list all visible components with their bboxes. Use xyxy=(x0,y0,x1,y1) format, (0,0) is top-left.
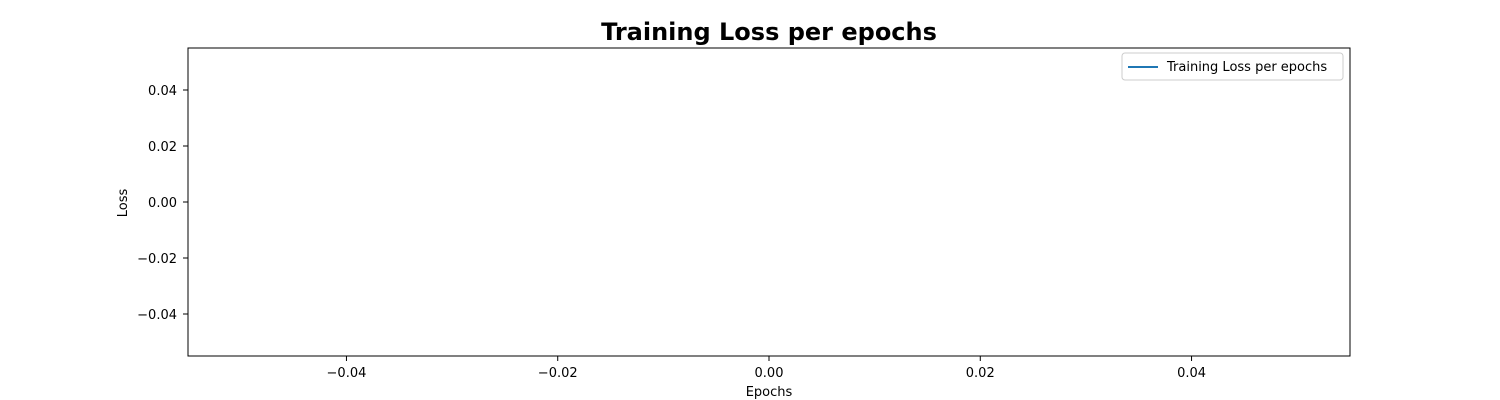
legend: Training Loss per epochs xyxy=(1121,52,1344,81)
y-tick-label: 0.04 xyxy=(148,84,177,99)
x-tick-label: −0.04 xyxy=(327,366,367,381)
y-tick-label: 0.00 xyxy=(148,196,177,211)
legend-box xyxy=(1121,52,1344,81)
legend-entry-label: Training Loss per epochs xyxy=(1166,60,1327,75)
chart-title: Training Loss per epochs xyxy=(601,18,937,46)
x-axis-label: Epochs xyxy=(746,385,793,400)
x-tick-label: 0.00 xyxy=(755,366,784,381)
x-tick-label: 0.02 xyxy=(966,366,995,381)
y-tick-label: −0.02 xyxy=(137,252,177,267)
plot-area xyxy=(187,47,1351,357)
y-tick-label: −0.04 xyxy=(137,308,177,323)
y-axis-ticks: 0.04 0.02 0.00 −0.02 −0.04 xyxy=(137,84,188,323)
x-tick-label: 0.04 xyxy=(1177,366,1206,381)
y-tick-label: 0.02 xyxy=(148,140,177,155)
y-axis-label: Loss xyxy=(116,189,131,218)
x-axis-ticks: −0.04 −0.02 0.00 0.02 0.04 xyxy=(327,356,1206,381)
x-tick-label: −0.02 xyxy=(538,366,578,381)
